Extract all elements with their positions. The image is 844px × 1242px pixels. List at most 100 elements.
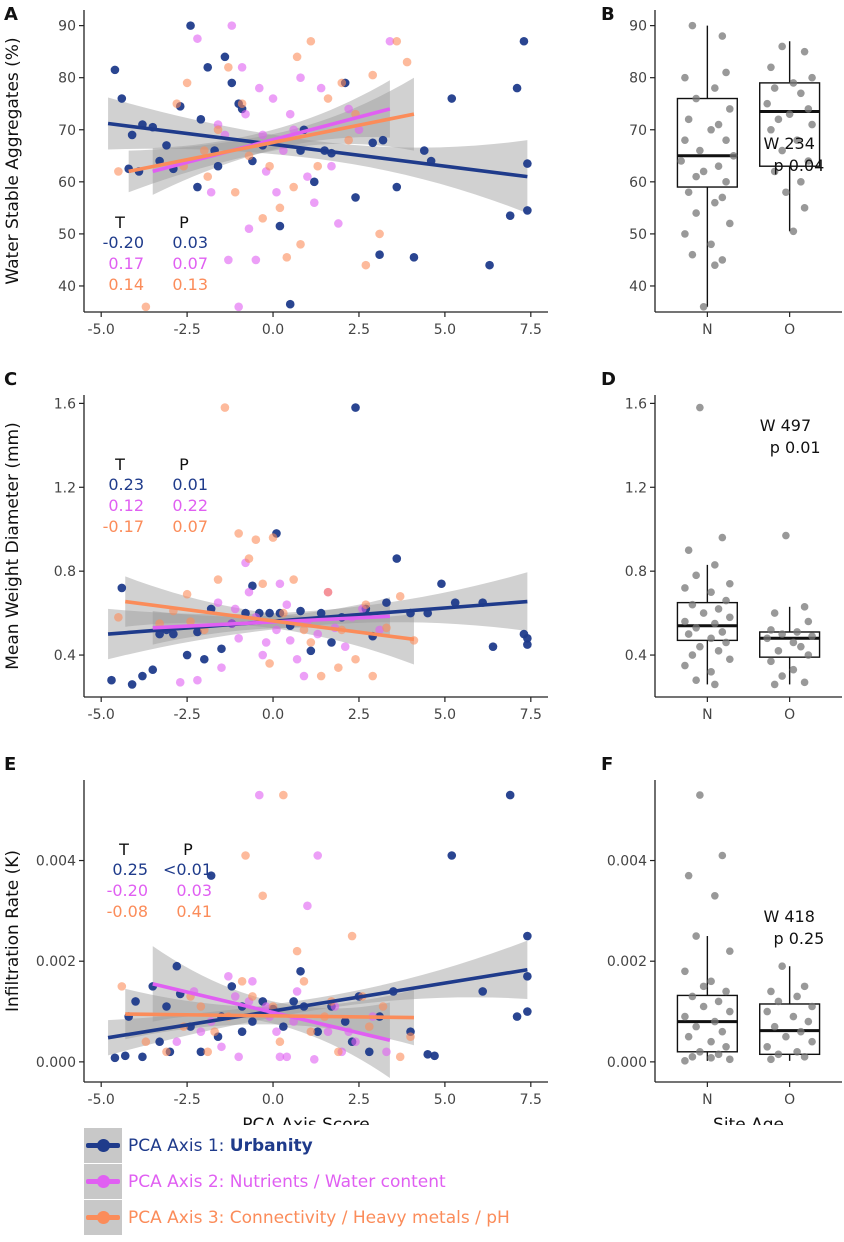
legend-dot-axis2 [97,1175,110,1188]
y-tick-label: 1.6 [625,396,647,412]
box-point [707,1054,715,1062]
box-point [770,167,779,176]
data-point-axis2 [309,1055,319,1064]
x-tick-label: -5.0 [88,707,115,723]
data-point-axis2 [248,977,257,986]
confidence-band-axis1 [108,940,528,1056]
x-tick-label: N [702,1092,712,1108]
x-tick-label: 5.0 [434,322,456,338]
data-point-axis1 [437,579,446,589]
data-point-axis2 [313,629,323,639]
data-point-axis1 [340,1017,350,1026]
data-point-axis3 [316,671,326,681]
data-point-axis1 [327,638,336,647]
data-point-axis2 [285,636,295,645]
data-point-axis2 [272,187,281,197]
panel-D: D 0.4 0.8 1.2 1.6 N O W 497 p 0.01 [601,369,842,723]
confidence-band-axis1 [108,97,528,214]
data-point-axis1 [512,1012,522,1021]
x-tick-label: 5.0 [434,1092,456,1108]
box-point [767,626,775,634]
x-tick-label: -2.5 [173,707,200,723]
data-point-axis1 [196,1047,206,1057]
stat-p-value: <0.01 [163,860,212,879]
box-point [808,1002,816,1011]
data-point-axis1 [162,141,171,150]
data-point-axis3 [402,57,412,67]
box-point [793,628,801,636]
data-point-axis1 [430,1051,439,1061]
data-point-axis1 [138,1052,147,1062]
stat-p-value: 0.07 [172,517,208,536]
data-point-axis2 [261,638,271,647]
box-point [778,146,786,155]
data-point-axis1 [217,644,226,654]
box-point [699,302,708,311]
data-point-axis1 [182,650,192,660]
box-point [681,661,689,670]
stat-t-value: 0.23 [108,475,144,494]
y-tick-label: 0.002 [36,954,76,970]
data-point-axis1 [193,627,202,637]
data-point-axis1 [110,65,120,75]
data-point-axis3 [368,70,378,80]
data-point-axis3 [203,1047,213,1057]
box-point [789,227,798,236]
box-point [722,987,730,996]
box-point [726,579,734,588]
box-point [793,1048,801,1056]
data-point-axis1 [120,1051,130,1061]
box-point [722,136,730,144]
box-point [688,600,697,609]
box-point [714,647,723,655]
y-tick-label: 0.4 [54,648,76,664]
data-point-axis1 [193,182,202,192]
x-tick-label: O [784,322,795,338]
data-point-axis2 [227,21,237,30]
box-point [714,120,723,129]
data-point-axis1 [488,642,498,651]
legend-label-axis1: PCA Axis 1: Urbanity [128,1136,313,1156]
box-point [782,1032,790,1041]
data-point-axis2 [275,1052,285,1062]
box-point [797,1027,805,1036]
data-point-axis1 [505,790,515,800]
box-point [767,987,775,996]
box-point [711,680,719,689]
wilcoxon-p-label: p 0.01 [770,438,821,457]
data-point-axis1 [117,583,127,593]
stat-p-value: 0.03 [176,881,212,900]
box-point [726,105,734,113]
data-point-axis2 [268,94,278,103]
confidence-band-axis2 [152,80,390,195]
data-point-axis1 [289,997,298,1006]
panel-B: B 40 50 60 70 80 90 N O W 234 p 0.04 [601,4,842,338]
stat-p-value: 0.13 [172,275,208,294]
x-tick-label: 2.5 [348,1092,370,1108]
x-axis-label: Site Age [713,1115,784,1125]
data-point-axis3 [282,253,292,262]
box-point [800,1053,809,1061]
data-point-axis3 [289,182,298,192]
data-point-axis3 [237,977,247,986]
x-tick-label: 0.0 [262,322,284,338]
box-point [804,105,813,113]
data-point-axis1 [199,654,209,664]
data-point-axis3 [186,617,195,626]
stat-t-value: -0.17 [103,517,144,536]
data-point-axis3 [114,613,123,622]
data-point-axis3 [337,78,347,88]
data-point-axis3 [141,1037,151,1047]
data-point-axis3 [347,931,357,941]
box-point [767,125,775,134]
box-point [681,136,689,144]
data-point-axis2 [234,1052,243,1062]
data-point-axis3 [279,608,288,618]
data-point-axis3 [196,1002,206,1011]
box-point [782,188,790,197]
legend-label-axis2: PCA Axis 2: Nutrients / Water content [128,1172,446,1192]
data-point-axis3 [141,302,151,312]
data-point-axis2 [224,972,233,981]
data-point-axis1 [392,554,402,563]
box-point [707,125,715,134]
